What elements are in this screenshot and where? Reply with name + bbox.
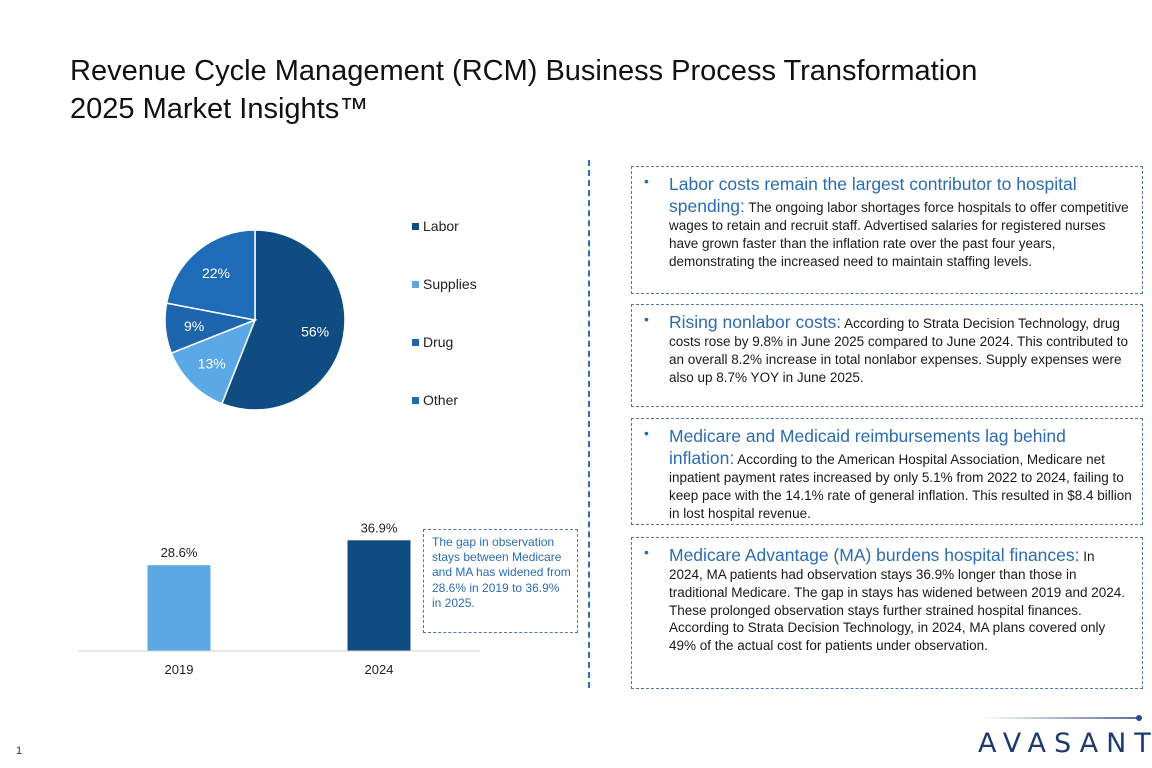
insight-box-medicare-advantage: • Medicare Advantage (MA) burdens hospit…: [631, 537, 1143, 689]
pie-label-supplies: 13%: [198, 355, 226, 371]
insight-heading: Medicare and Medicaid reimbursements lag…: [669, 426, 1066, 468]
insight-heading: Rising nonlabor costs:: [669, 312, 842, 332]
observation-gap-bar-chart: 28.6% 2019 36.9% 2024: [78, 520, 480, 677]
page-number: 1: [16, 745, 23, 757]
legend-label-drug: Drug: [423, 334, 454, 350]
bar-value-label-2024: 36.9%: [361, 520, 398, 535]
logo-line: [980, 717, 1138, 719]
logo-dot: [1136, 715, 1142, 721]
legend-swatch-other: [412, 396, 419, 404]
bar-chart-note: The gap in observation stays between Med…: [423, 529, 578, 633]
legend-swatch-supplies: [412, 280, 419, 288]
bullet-icon: •: [644, 544, 649, 560]
insight-box-labor-costs: • Labor costs remain the largest contrib…: [631, 166, 1143, 294]
pie-slice-supplies: [170, 318, 257, 405]
bar-2019: [147, 565, 211, 651]
insight-body: According to Strata Decision Technology,…: [669, 316, 1129, 385]
logo-text: AVASANT: [978, 728, 1152, 759]
bullet-icon: •: [644, 425, 649, 441]
insight-body: In 2024, MA patients had observation sta…: [669, 549, 1126, 654]
insight-body: According to the American Hospital Assoc…: [669, 452, 1132, 521]
insight-heading: Labor costs remain the largest contribut…: [669, 174, 1077, 216]
bullet-icon: •: [644, 173, 649, 189]
pie-slice-other: [165, 229, 256, 321]
legend-item-other: Other: [412, 392, 458, 408]
bar-value-label-2019: 28.6%: [161, 545, 198, 560]
pie-slice-labor: [220, 229, 346, 411]
cost-breakdown-pie-chart: 56% 13% 9% 22%: [164, 229, 346, 411]
column-divider: [588, 160, 590, 688]
legend-item-drug: Drug: [412, 334, 453, 350]
legend-swatch-labor: [412, 222, 419, 230]
title-line-1: Revenue Cycle Management (RCM) Business …: [70, 55, 978, 87]
insight-body: The ongoing labor shortages force hospit…: [669, 200, 1129, 269]
legend-label-labor: Labor: [423, 218, 459, 234]
title-line-2: 2025 Market Insights™: [70, 93, 369, 125]
bar-2024: [347, 540, 411, 651]
bar-category-label-2024: 2024: [365, 662, 394, 677]
slide-title: Revenue Cycle Management (RCM) Business …: [70, 52, 1120, 128]
legend-label-other: Other: [423, 392, 459, 408]
pie-label-drug: 9%: [184, 318, 204, 334]
legend-item-supplies: Supplies: [412, 276, 477, 292]
bullet-icon: •: [644, 311, 649, 327]
legend-item-labor: Labor: [412, 218, 459, 234]
insight-box-reimbursements: • Medicare and Medicaid reimbursements l…: [631, 418, 1143, 525]
avasant-logo: AVASANT: [978, 712, 1151, 760]
pie-label-labor: 56%: [301, 323, 329, 339]
legend-swatch-drug: [412, 338, 419, 346]
insight-heading: Medicare Advantage (MA) burdens hospital…: [669, 545, 1080, 565]
bar-category-label-2019: 2019: [165, 662, 194, 677]
pie-label-other: 22%: [202, 265, 230, 281]
insight-box-nonlabor-costs: • Rising nonlabor costs: According to St…: [631, 304, 1143, 407]
legend-label-supplies: Supplies: [423, 276, 477, 292]
